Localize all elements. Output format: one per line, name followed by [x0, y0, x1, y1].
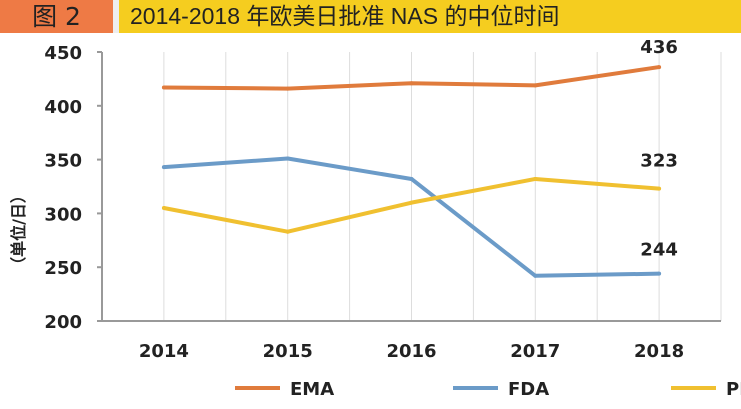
data-point-pmda — [657, 186, 662, 191]
legend-label-fda: FDA — [508, 379, 549, 400]
y-tick-label: 400 — [44, 97, 82, 118]
data-point-pmda — [409, 200, 414, 205]
data-label-ema: 436 — [640, 37, 678, 58]
data-point-fda — [409, 176, 414, 181]
y-tick-label: 300 — [44, 204, 82, 225]
data-point-ema — [285, 86, 290, 91]
x-tick-label: 2015 — [263, 341, 313, 362]
data-label-pmda: 323 — [640, 151, 678, 172]
title-bar: 图 2 2014-2018 年欧美日批准 NAS 的中位时间 — [0, 0, 741, 33]
y-axis-label: （单位/日） — [9, 187, 28, 273]
data-point-fda — [161, 165, 166, 170]
data-point-ema — [161, 85, 166, 90]
x-tick-label: 2017 — [510, 341, 560, 362]
x-tick-label: 2014 — [139, 341, 189, 362]
data-point-ema — [409, 81, 414, 86]
y-tick-label: 350 — [44, 151, 82, 172]
data-point-ema — [533, 83, 538, 88]
data-label-fda: 244 — [640, 240, 678, 261]
figure-label: 图 2 — [0, 0, 113, 33]
y-tick-label: 200 — [44, 312, 82, 333]
data-point-pmda — [161, 206, 166, 211]
data-point-pmda — [533, 176, 538, 181]
data-point-fda — [285, 156, 290, 161]
x-tick-label: 2018 — [634, 341, 684, 362]
legend-label-ema: EMA — [290, 379, 334, 400]
y-tick-label: 450 — [44, 43, 82, 64]
divider — [113, 0, 119, 33]
data-point-pmda — [285, 229, 290, 234]
chart-title: 2014-2018 年欧美日批准 NAS 的中位时间 — [130, 3, 560, 29]
data-point-fda — [657, 271, 662, 276]
data-point-fda — [533, 273, 538, 278]
x-tick-label: 2016 — [386, 341, 436, 362]
data-point-ema — [657, 65, 662, 70]
y-tick-label: 250 — [44, 258, 82, 279]
legend-label-pmda: PMDA — [726, 379, 741, 400]
